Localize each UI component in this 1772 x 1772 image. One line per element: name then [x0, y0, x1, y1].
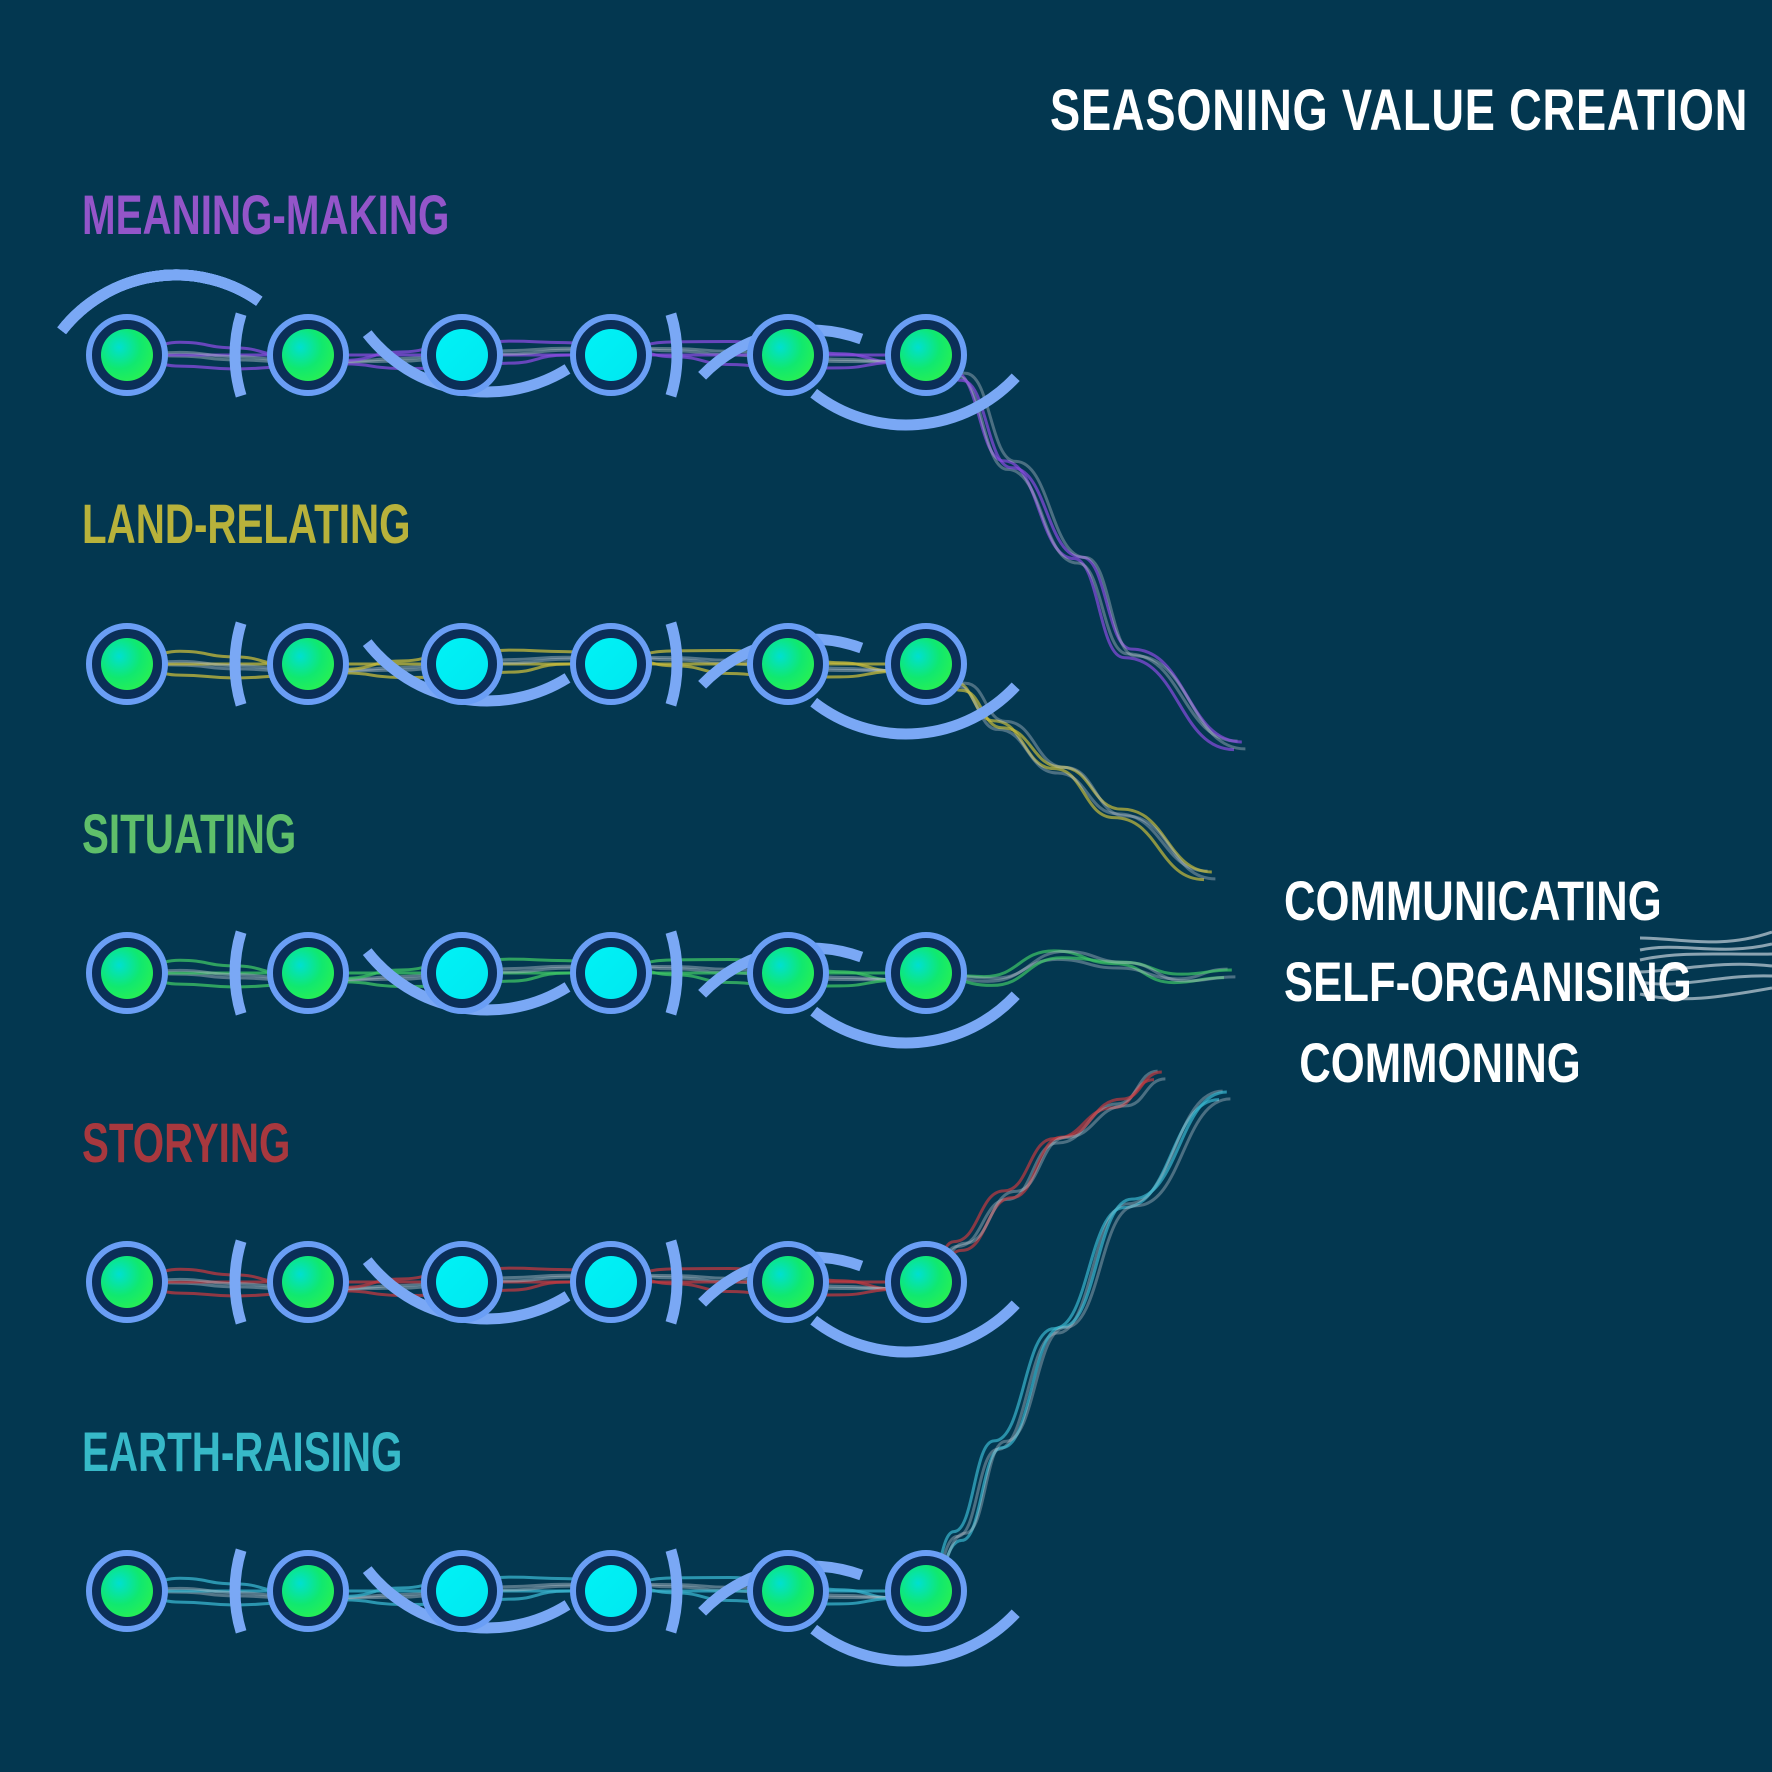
node-cyan	[436, 947, 488, 999]
node-green	[762, 1565, 814, 1617]
nodes-layer	[86, 314, 967, 1632]
node-green	[762, 638, 814, 690]
converging-strand	[925, 949, 1225, 985]
converging-strand	[925, 353, 1246, 751]
converging-strand	[925, 662, 1216, 881]
arc-bottom-right	[810, 1300, 1020, 1358]
node-cyan	[585, 1565, 637, 1617]
node-cyan	[436, 638, 488, 690]
node-green	[900, 638, 952, 690]
node-green	[101, 947, 153, 999]
converging-strand	[925, 353, 1238, 743]
outcomes-block: COMMUNICATING SELF-ORGANISING COMMONING	[1240, 860, 1692, 1103]
stream-label-situating: SITUATING	[82, 802, 297, 865]
arc-top-left	[57, 269, 263, 335]
stream-nodes-4	[86, 1241, 967, 1323]
converging-strand	[925, 662, 1212, 874]
node-green	[282, 1256, 334, 1308]
converging-strand	[925, 956, 1232, 987]
converging-strand	[925, 1097, 1231, 1593]
node-green	[101, 329, 153, 381]
outgoing-strand	[1639, 986, 1772, 1001]
node-cyan	[585, 329, 637, 381]
node-cyan	[436, 1256, 488, 1308]
converging-strand	[925, 353, 1242, 744]
node-green	[282, 1565, 334, 1617]
bracket-left	[229, 1548, 247, 1634]
node-green	[282, 638, 334, 690]
bracket-left	[229, 1239, 247, 1325]
stream-label-meaning-making: MEANING-MAKING	[82, 183, 450, 246]
page-title: SEASONING VALUE CREATION	[1050, 78, 1749, 143]
stream-nodes-2	[86, 623, 967, 705]
node-cyan	[585, 638, 637, 690]
stream-nodes-3	[86, 932, 967, 1014]
converging-strand	[925, 1070, 1162, 1284]
outcome-communicating: COMMUNICATING	[1284, 869, 1662, 932]
bracket-left	[229, 312, 247, 398]
outcome-self-organising: SELF-ORGANISING	[1284, 950, 1692, 1013]
converging-strand	[925, 662, 1205, 882]
node-green	[101, 1565, 153, 1617]
bracket-right	[665, 930, 683, 1016]
converging-strand	[925, 1069, 1158, 1284]
outgoing-strands	[1639, 930, 1772, 1001]
stream-nodes-5	[86, 1550, 967, 1632]
arc-bottom-right	[810, 373, 1020, 431]
node-green	[101, 1256, 153, 1308]
outgoing-strand	[1639, 962, 1772, 974]
node-green	[282, 947, 334, 999]
stream-label-land-relating: LAND-RELATING	[82, 492, 411, 555]
node-green	[101, 638, 153, 690]
outgoing-strand	[1639, 930, 1772, 944]
stream-label-earth-raising: EARTH-RAISING	[82, 1420, 403, 1483]
stream-threads-5	[126, 1089, 1231, 1607]
converging-strand	[925, 1090, 1227, 1593]
node-green	[762, 947, 814, 999]
node-green	[900, 329, 952, 381]
outcome-commoning: COMMONING	[1299, 1031, 1581, 1094]
converging-strand	[925, 1078, 1155, 1284]
outgoing-strand	[1639, 952, 1772, 962]
bracket-left	[229, 621, 247, 707]
outgoing-strand	[1639, 942, 1772, 952]
node-green	[900, 1565, 952, 1617]
bracket-left	[229, 930, 247, 1016]
bracket-right	[665, 312, 683, 398]
arcs-layer	[57, 269, 1020, 1667]
stream-label-storying: STORYING	[82, 1111, 291, 1174]
arc-bottom-right	[810, 991, 1020, 1049]
converging-strand	[925, 957, 1228, 983]
bracket-right	[665, 1239, 683, 1325]
outgoing-strand	[1639, 974, 1772, 986]
node-green	[900, 1256, 952, 1308]
node-green	[762, 1256, 814, 1308]
bracket-right	[665, 1548, 683, 1634]
node-cyan	[436, 329, 488, 381]
node-cyan	[585, 947, 637, 999]
node-cyan	[436, 1565, 488, 1617]
node-green	[282, 329, 334, 381]
arc-bottom-right	[810, 1609, 1020, 1667]
stream-nodes-1	[86, 314, 967, 396]
outgoing-threads	[1639, 930, 1772, 1001]
bracket-right	[665, 621, 683, 707]
node-cyan	[585, 1256, 637, 1308]
converging-strand	[925, 1077, 1166, 1284]
converging-strand	[925, 949, 1236, 983]
arc-bottom-right	[810, 682, 1020, 740]
node-green	[900, 947, 952, 999]
node-green	[762, 329, 814, 381]
